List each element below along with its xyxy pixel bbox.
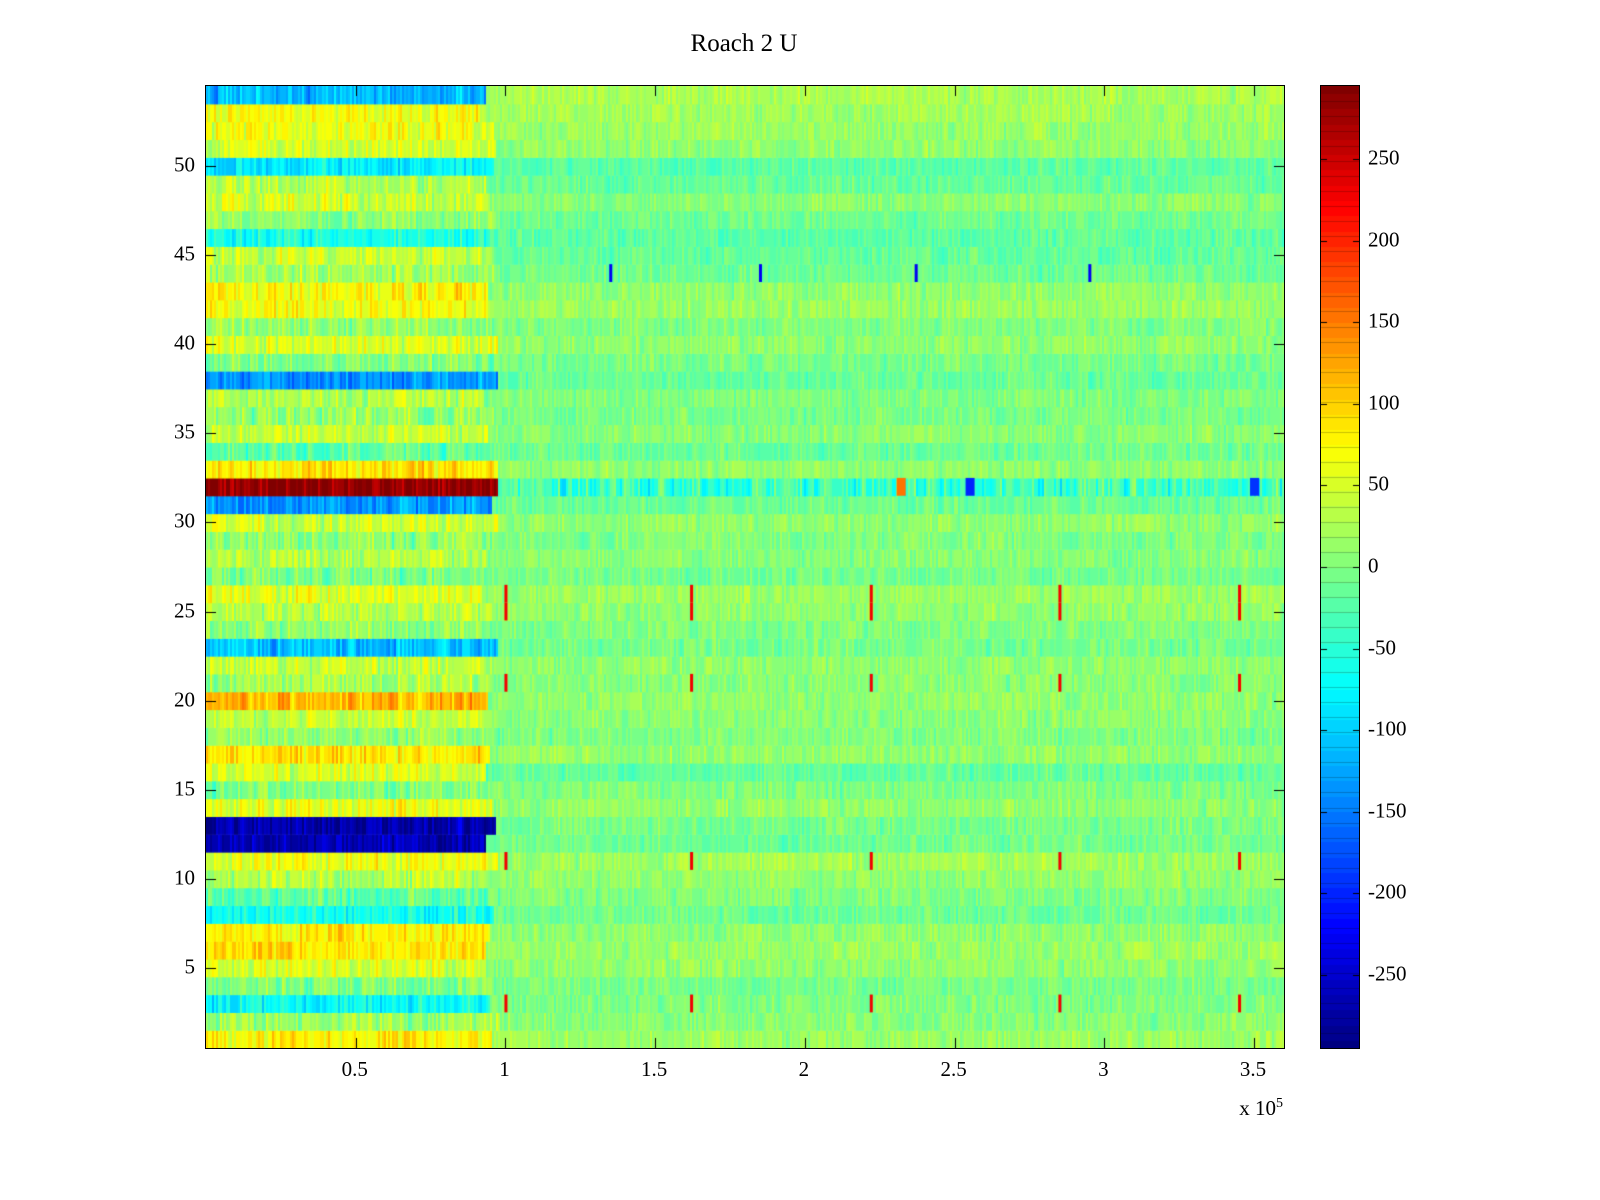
colorbar-tick-label: 250 (1368, 145, 1400, 170)
x-tick-label: 1 (499, 1057, 510, 1081)
x-tick-label: 2 (798, 1057, 810, 1081)
colorbar (1320, 85, 1360, 1049)
colorbar-canvas (1321, 86, 1359, 1048)
y-tick-label: 40 (174, 330, 195, 355)
x-axis-scale-text: x 10 (1239, 1096, 1276, 1120)
y-tick-label: 30 (174, 508, 195, 533)
colorbar-tick-label: 150 (1368, 308, 1400, 333)
heatmap-canvas (206, 86, 1284, 1048)
y-tick-label: 50 (174, 152, 195, 177)
y-tick-label: 35 (174, 419, 195, 444)
colorbar-tick-label: -200 (1368, 879, 1407, 904)
chart-title: Roach 2 U (690, 30, 798, 57)
x-axis-exponent-label: x 105 (1239, 1096, 1283, 1121)
colorbar-tick-label: 100 (1368, 390, 1400, 415)
colorbar-tick-label: -250 (1368, 961, 1407, 986)
x-axis-scale-exponent: 5 (1276, 1096, 1283, 1111)
x-tick-label: 2.5 (940, 1057, 967, 1081)
y-tick-label: 10 (174, 865, 195, 890)
colorbar-tick-label: 0 (1368, 553, 1379, 578)
y-tick-label: 45 (174, 241, 195, 266)
x-tick-label: 3 (1098, 1057, 1109, 1081)
y-tick-label: 20 (174, 687, 195, 712)
colorbar-tick-label: -150 (1368, 798, 1407, 823)
y-tick-label: 5 (184, 954, 196, 979)
y-tick-label: 25 (174, 598, 195, 623)
heatmap-plot-area (205, 85, 1285, 1049)
colorbar-tick-label: -100 (1368, 716, 1407, 741)
x-tick-label: 0.5 (341, 1057, 368, 1081)
colorbar-tick-label: 50 (1368, 471, 1389, 496)
colorbar-tick-label: 200 (1368, 227, 1400, 252)
x-tick-label: 3.5 (1239, 1057, 1267, 1081)
x-tick-label: 1.5 (641, 1057, 668, 1081)
y-tick-label: 15 (174, 776, 195, 801)
colorbar-tick-label: -50 (1368, 635, 1396, 660)
